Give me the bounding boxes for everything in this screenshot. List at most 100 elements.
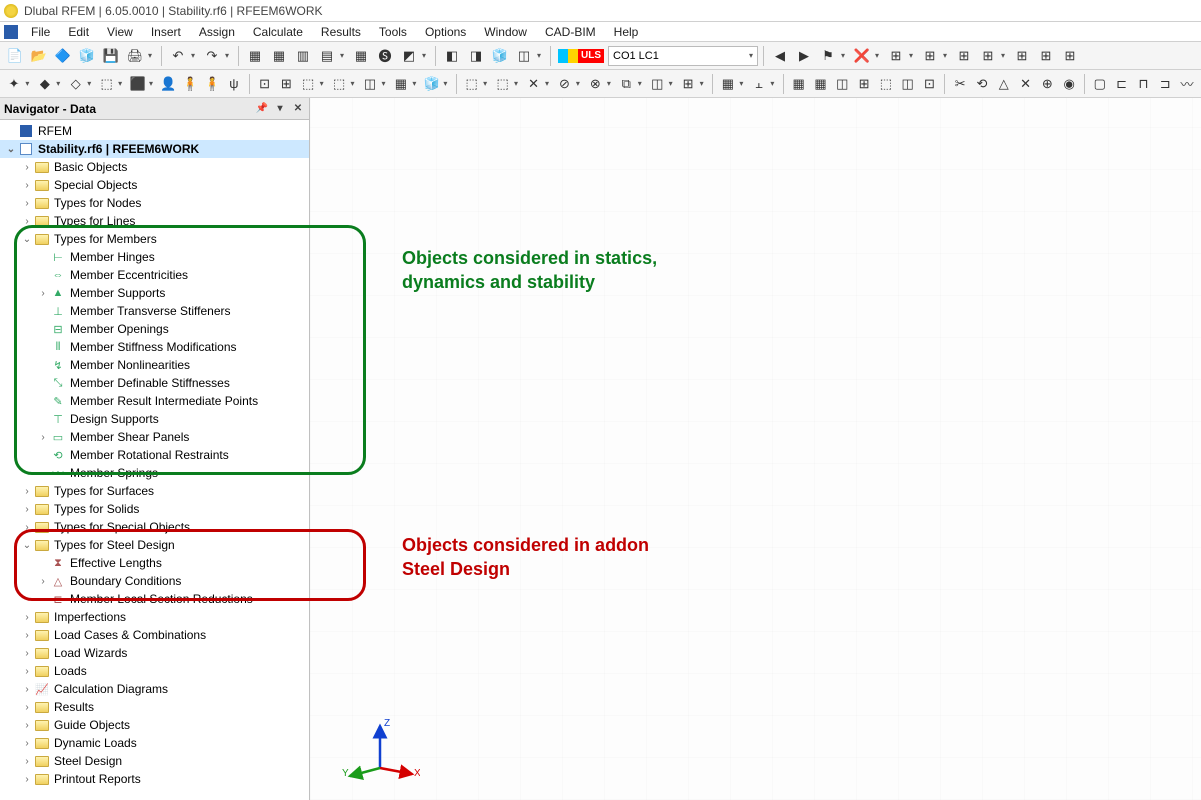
dropdown-arrow-icon[interactable]: ▾ [55, 79, 62, 88]
expander-icon[interactable]: › [36, 288, 50, 299]
toolbar-button[interactable]: ◫ [647, 73, 667, 95]
toolbar-button[interactable]: ▶ [793, 45, 815, 67]
toolbar-button[interactable]: ⬚ [493, 73, 513, 95]
tree-root[interactable]: RFEM [0, 122, 309, 140]
tree-item-member[interactable]: ↯Member Nonlinearities [0, 356, 309, 374]
dropdown-arrow-icon[interactable]: ▾ [605, 79, 612, 88]
toolbar-button[interactable]: ⊡ [920, 73, 940, 95]
toolbar-button[interactable]: 🅢 [374, 45, 396, 67]
toolbar-button[interactable]: ↷ [201, 45, 223, 67]
dropdown-arrow-icon[interactable]: ▾ [698, 79, 705, 88]
expander-icon[interactable]: › [20, 648, 34, 659]
toolbar-button[interactable]: ▦ [268, 45, 290, 67]
toolbar-button[interactable]: ⊞ [919, 45, 941, 67]
tree-item-steel[interactable]: ›△Boundary Conditions [0, 572, 309, 590]
toolbar-button[interactable]: ⬚ [876, 73, 896, 95]
toolbar-button[interactable]: ⚑ [817, 45, 839, 67]
expander-icon[interactable]: › [20, 738, 34, 749]
tree-item-steel[interactable]: ⊏Member Local Section Reductions [0, 590, 309, 608]
menu-file[interactable]: File [22, 23, 59, 41]
toolbar-button[interactable]: 📂 [28, 45, 50, 67]
expander-icon[interactable]: › [36, 432, 50, 443]
toolbar-button[interactable]: ⊞ [854, 73, 874, 95]
toolbar-button[interactable]: ⊞ [1011, 45, 1033, 67]
menu-insert[interactable]: Insert [142, 23, 190, 41]
toolbar-button[interactable]: ψ [224, 73, 244, 95]
toolbar-button[interactable]: 👤 [159, 73, 179, 95]
toolbar-button[interactable]: △ [994, 73, 1014, 95]
tree-folder[interactable]: ›Types for Lines [0, 212, 309, 230]
toolbar-button[interactable]: ▥ [292, 45, 314, 67]
tree-folder[interactable]: ›Dynamic Loads [0, 734, 309, 752]
expander-icon[interactable]: › [20, 522, 34, 533]
tree-folder[interactable]: ›Basic Objects [0, 158, 309, 176]
expander-icon[interactable]: › [20, 630, 34, 641]
toolbar-button[interactable]: 🖨 [124, 45, 146, 67]
tree-folder[interactable]: ›Loads [0, 662, 309, 680]
toolbar-button[interactable]: ▦ [789, 73, 809, 95]
toolbar-button[interactable]: ⊡ [255, 73, 275, 95]
toolbar-button[interactable]: ◉ [1059, 73, 1079, 95]
tree-folder-steel[interactable]: ⌄Types for Steel Design [0, 536, 309, 554]
toolbar-button[interactable]: ◫ [832, 73, 852, 95]
expander-icon[interactable]: ⌄ [4, 144, 18, 155]
toolbar-button[interactable]: 📄 [4, 45, 26, 67]
expander-icon[interactable]: › [20, 486, 34, 497]
toolbar-button[interactable]: ⬚ [97, 73, 117, 95]
tree-item-member[interactable]: ⊤Design Supports [0, 410, 309, 428]
toolbar-button[interactable]: ◫ [360, 73, 380, 95]
toolbar-button[interactable]: ⊞ [276, 73, 296, 95]
tree-item-member[interactable]: ⟲Member Rotational Restraints [0, 446, 309, 464]
tree-file[interactable]: ⌄Stability.rf6 | RFEEM6WORK [0, 140, 309, 158]
toolbar-button[interactable]: ⊞ [953, 45, 975, 67]
expander-icon[interactable]: › [20, 666, 34, 677]
toolbar-button[interactable]: ⊞ [977, 45, 999, 67]
dropdown-arrow-icon[interactable]: ▾ [482, 79, 489, 88]
expander-icon[interactable]: › [36, 576, 50, 587]
toolbar-button[interactable]: ◧ [441, 45, 463, 67]
dropdown-arrow-icon[interactable]: ▾ [574, 79, 581, 88]
dropdown-arrow-icon[interactable]: ▾ [513, 79, 520, 88]
dropdown-arrow-icon[interactable]: ▾ [86, 79, 93, 88]
menu-help[interactable]: Help [605, 23, 648, 41]
toolbar-button[interactable]: ◩ [398, 45, 420, 67]
expander-icon[interactable]: › [20, 702, 34, 713]
expander-icon[interactable]: › [20, 684, 34, 695]
dropdown-arrow-icon[interactable]: ▾ [442, 79, 449, 88]
tree-folder[interactable]: ›Imperfections [0, 608, 309, 626]
toolbar-button[interactable]: ▢ [1090, 73, 1110, 95]
dropdown-arrow-icon[interactable]: ▾ [999, 51, 1007, 60]
toolbar-button[interactable]: ▦ [718, 73, 738, 95]
toolbar-button[interactable]: ⊞ [1035, 45, 1057, 67]
tree-item-member[interactable]: ✎Member Result Intermediate Points [0, 392, 309, 410]
toolbar-button[interactable]: 🧍 [202, 73, 222, 95]
expander-icon[interactable]: › [20, 720, 34, 731]
menu-edit[interactable]: Edit [59, 23, 98, 41]
dropdown-arrow-icon[interactable]: ▾ [769, 79, 776, 88]
tree-folder[interactable]: ›Types for Special Objects [0, 518, 309, 536]
toolbar-button[interactable]: ▤ [316, 45, 338, 67]
toolbar-button[interactable]: ◀ [769, 45, 791, 67]
toolbar-button[interactable]: ⬛ [128, 73, 148, 95]
toolbar-button[interactable]: 🔷 [52, 45, 74, 67]
toolbar-button[interactable]: ✂ [950, 73, 970, 95]
toolbar-button[interactable]: ⊞ [1059, 45, 1081, 67]
toolbar-button[interactable]: 🧊 [422, 73, 442, 95]
expander-icon[interactable]: › [20, 504, 34, 515]
tree-item-steel[interactable]: ⧗Effective Lengths [0, 554, 309, 572]
tree-folder-members[interactable]: ⌄Types for Members [0, 230, 309, 248]
toolbar-button[interactable]: ⊐ [1155, 73, 1175, 95]
dropdown-arrow-icon[interactable]: ▾ [189, 51, 197, 60]
tree-folder[interactable]: ›Printout Reports [0, 770, 309, 788]
dropdown-arrow-icon[interactable]: ▾ [839, 51, 847, 60]
toolbar-button[interactable]: ⟲ [972, 73, 992, 95]
tree-item-member[interactable]: ⊥Member Transverse Stiffeners [0, 302, 309, 320]
tree-item-member[interactable]: ›▲Member Supports [0, 284, 309, 302]
menu-view[interactable]: View [98, 23, 142, 41]
tree-folder[interactable]: ›Types for Surfaces [0, 482, 309, 500]
tree-item-member[interactable]: ⤡Member Definable Stiffnesses [0, 374, 309, 392]
tree-item-member[interactable]: ›▭Member Shear Panels [0, 428, 309, 446]
toolbar-button[interactable]: 🧍 [180, 73, 200, 95]
dropdown-arrow-icon[interactable]: ▾ [380, 79, 387, 88]
toolbar-button[interactable]: ⊞ [885, 45, 907, 67]
